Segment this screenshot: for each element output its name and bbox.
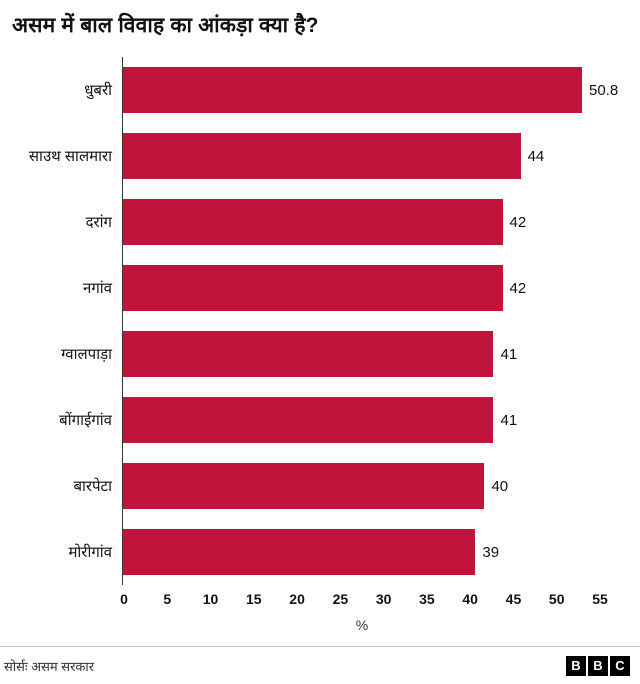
chart-title: असम में बाल विवाह का आंकड़ा क्या है? <box>12 14 319 37</box>
category-label: धुबरी <box>84 82 112 99</box>
bar-track: 44 <box>122 123 620 189</box>
x-tick-label: 55 <box>592 591 608 607</box>
category-label: नगांव <box>83 280 112 297</box>
bar-value-label: 39 <box>482 543 500 561</box>
x-tick-label: 15 <box>246 591 262 607</box>
category-label: साउथ सालमारा <box>28 148 112 165</box>
bar-track: 40 <box>122 453 620 519</box>
bar <box>123 397 494 443</box>
bar-row: ग्वालपाड़ा 41 <box>12 321 620 387</box>
x-axis: 0 5 10 15 20 25 30 35 40 45 50 55 <box>120 591 608 613</box>
bar-value-label: 50.8 <box>589 81 619 99</box>
x-tick-label: 25 <box>332 591 349 607</box>
category-label: ग्वालपाड़ा <box>61 346 112 363</box>
bar-track: 50.8 <box>122 57 620 123</box>
category-label: बारपेटा <box>73 478 112 495</box>
bar <box>123 529 476 575</box>
bar-chart: धुबरी 50.8 साउथ सालमारा 44 दरांग 42 नगांव 42 ग्व… <box>12 57 620 633</box>
bar <box>123 331 494 377</box>
category-label: दरांग <box>85 214 112 231</box>
bar-rows: धुबरी 50.8 साउथ सालमारा 44 दरांग 42 नगांव 42 ग्व… <box>12 57 620 585</box>
x-tick-label: 30 <box>375 591 392 607</box>
bar-row: दरांग 42 <box>12 189 620 255</box>
bar <box>123 265 503 311</box>
bar-value-label: 44 <box>527 147 545 165</box>
source-text: सोर्सः असम सरकार <box>4 658 95 674</box>
x-tick-label: 5 <box>163 591 172 607</box>
bar <box>123 199 503 245</box>
x-tick-label: 40 <box>462 591 478 607</box>
x-tick-label: 35 <box>419 591 435 607</box>
bar-row: धुबरी 50.8 <box>12 57 620 123</box>
bbc-logo-letter: C <box>610 655 630 676</box>
bar <box>123 133 521 179</box>
bar-value-label: 41 <box>500 345 518 363</box>
category-label: मोरीगांव <box>68 544 112 561</box>
bar <box>123 463 485 509</box>
bar-row: मोरीगांव 39 <box>12 519 620 585</box>
bar-track: 41 <box>122 321 620 387</box>
bar-value-label: 41 <box>500 411 518 429</box>
bbc-logo-letter: B <box>588 655 608 676</box>
bar-value-label: 42 <box>509 279 527 297</box>
bar-row: बोंगाईगांव 41 <box>12 387 620 453</box>
bar-row: नगांव 42 <box>12 255 620 321</box>
bar-track: 41 <box>122 387 620 453</box>
bar-value-label: 42 <box>509 213 527 231</box>
bar-value-label: 40 <box>491 477 509 495</box>
x-tick-label: 10 <box>202 591 219 607</box>
x-tick-label: 20 <box>289 591 305 607</box>
bar-track: 42 <box>122 189 620 255</box>
bar-row: बारपेटा 40 <box>12 453 620 519</box>
x-tick-label: 50 <box>548 591 565 607</box>
bbc-logo-letter: B <box>566 655 586 676</box>
category-label: बोंगाईगांव <box>59 412 112 429</box>
bar <box>123 67 583 113</box>
bar-row: साउथ सालमारा 44 <box>12 123 620 189</box>
bar-track: 42 <box>122 255 620 321</box>
x-axis-unit-label: % <box>355 617 369 633</box>
x-tick-label: 45 <box>505 591 522 607</box>
bar-track: 39 <box>122 519 620 585</box>
x-tick-label: 0 <box>120 591 128 607</box>
